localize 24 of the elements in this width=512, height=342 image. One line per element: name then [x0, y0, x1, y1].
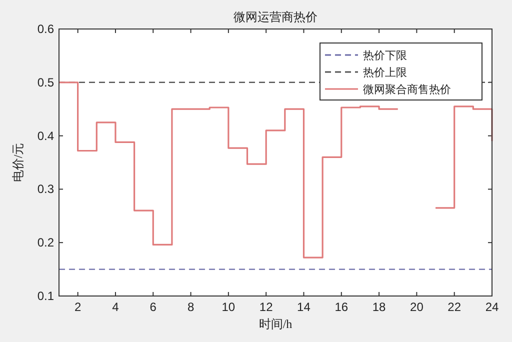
x-tick-label: 8 [187, 300, 194, 314]
x-tick-label: 14 [297, 300, 311, 314]
x-tick-label: 20 [410, 300, 424, 314]
legend-label: 热价上限 [363, 66, 407, 79]
x-tick-label: 4 [112, 300, 120, 314]
x-tick-label: 24 [485, 300, 499, 314]
y-tick-label: 0.1 [37, 289, 54, 303]
y-tick-label: 0.2 [37, 236, 54, 250]
x-axis-title: 时间/h [258, 317, 292, 331]
x-tick-label: 12 [259, 300, 274, 314]
y-tick-label: 0.4 [37, 128, 54, 143]
y-tick-label: 0.3 [37, 182, 54, 196]
y-tick-label: 0.5 [37, 75, 54, 90]
x-tick-label: 10 [222, 300, 236, 314]
y-tick-label: 0.6 [37, 22, 54, 36]
x-tick-label: 18 [372, 300, 386, 314]
x-tick-label: 2 [74, 300, 82, 314]
x-tick-label: 16 [334, 300, 348, 314]
y-axis-title: 电价/元 [11, 142, 25, 182]
x-tick-label: 22 [448, 300, 462, 314]
legend-label: 热价下限 [363, 50, 407, 62]
legend-label: 微网聚合商售热价 [363, 83, 451, 96]
chart-title: 微网运营商热价 [234, 10, 318, 24]
x-tick-label: 6 [150, 300, 157, 314]
